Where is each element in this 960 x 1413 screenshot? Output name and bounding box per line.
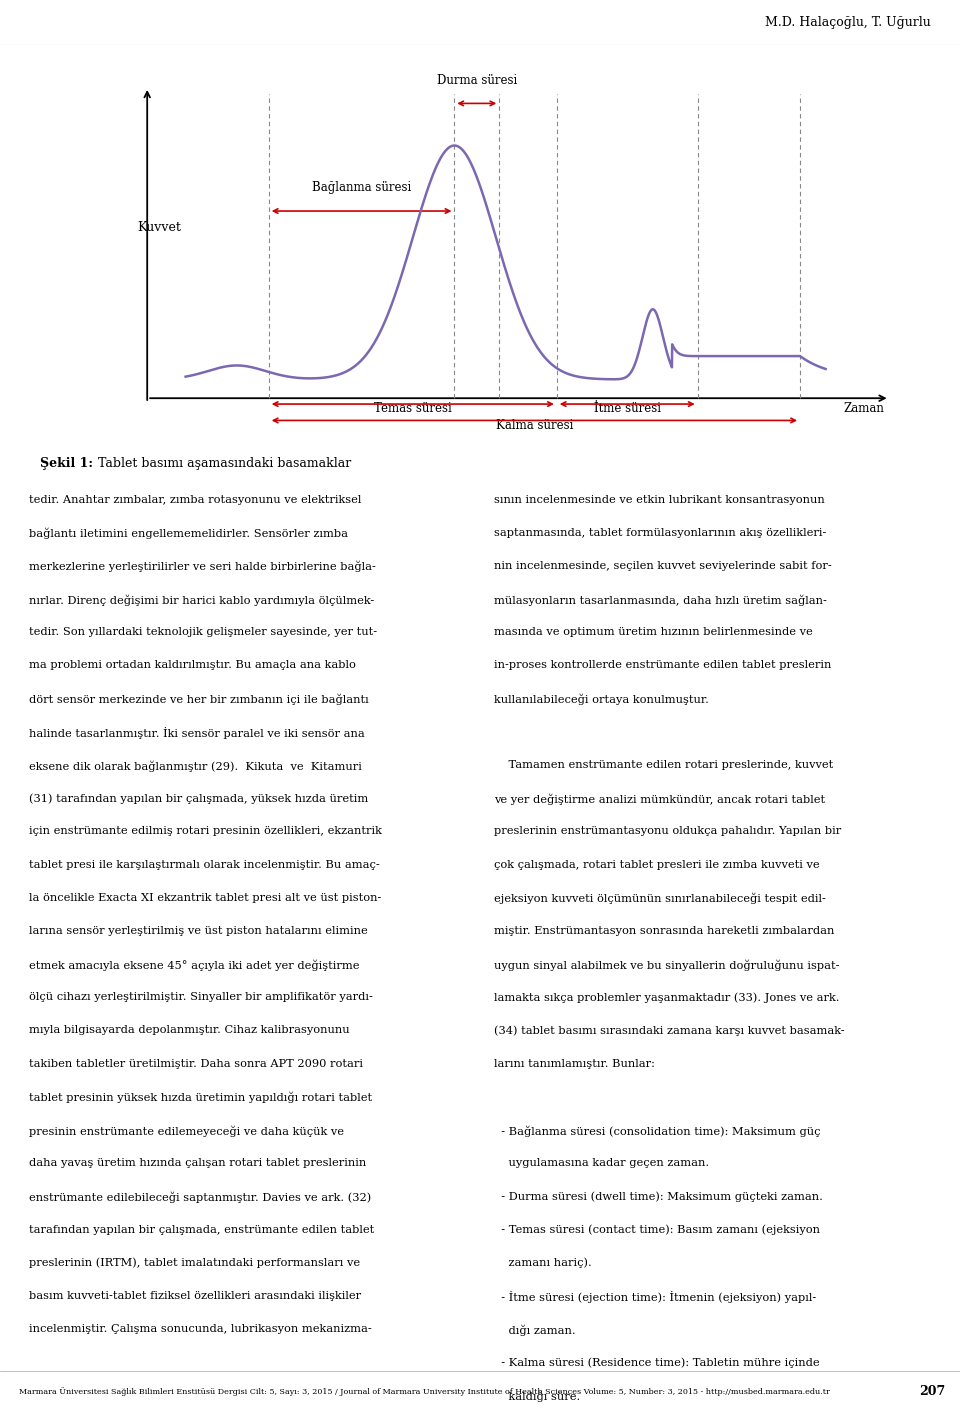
- Text: Şekil 1:: Şekil 1:: [39, 456, 92, 471]
- Text: dört sensör merkezinde ve her bir zımbanın içi ile bağlantı: dört sensör merkezinde ve her bir zımban…: [29, 694, 369, 705]
- Text: - Kalma süresi (Residence time): Tabletin mühre içinde: - Kalma süresi (Residence time): Tableti…: [494, 1358, 820, 1368]
- Text: masında ve optimum üretim hızının belirlenmesinde ve: masında ve optimum üretim hızının belirl…: [494, 627, 813, 637]
- Text: eksene dik olarak bağlanmıştır (29).  Kikuta  ve  Kitamuri: eksene dik olarak bağlanmıştır (29). Kik…: [29, 760, 362, 771]
- Text: daha yavaş üretim hızında çalışan rotari tablet preslerinin: daha yavaş üretim hızında çalışan rotari…: [29, 1159, 366, 1169]
- Text: nırlar. Direnç değişimi bir harici kablo yardımıyla ölçülmek-: nırlar. Direnç değişimi bir harici kablo…: [29, 593, 374, 606]
- Text: dığı zaman.: dığı zaman.: [494, 1324, 576, 1335]
- Text: Kalma süresi: Kalma süresi: [495, 418, 573, 431]
- Text: Tablet basımı aşamasındaki basamaklar: Tablet basımı aşamasındaki basamaklar: [94, 456, 351, 471]
- Text: enstrümante edilebileceği saptanmıştır. Davies ve ark. (32): enstrümante edilebileceği saptanmıştır. …: [29, 1191, 372, 1202]
- Text: larına sensör yerleştirilmiş ve üst piston hatalarını elimine: larına sensör yerleştirilmiş ve üst pist…: [29, 926, 368, 935]
- Text: mıyla bilgisayarda depolanmıştır. Cihaz kalibrasyonunu: mıyla bilgisayarda depolanmıştır. Cihaz …: [29, 1026, 349, 1036]
- Text: tarafından yapılan bir çalışmada, enstrümante edilen tablet: tarafından yapılan bir çalışmada, enstrü…: [29, 1225, 374, 1235]
- Text: - Bağlanma süresi (consolidation time): Maksimum güç: - Bağlanma süresi (consolidation time): …: [494, 1125, 821, 1136]
- Text: uygulamasına kadar geçen zaman.: uygulamasına kadar geçen zaman.: [494, 1159, 709, 1169]
- Text: ejeksiyon kuvveti ölçümünün sınırlanabileceği tespit edil-: ejeksiyon kuvveti ölçümünün sınırlanabil…: [494, 893, 827, 904]
- Text: in-proses kontrollerde enstrümante edilen tablet preslerin: in-proses kontrollerde enstrümante edile…: [494, 660, 831, 671]
- Text: - İtme süresi (ejection time): İtmenin (ejeksiyon) yapıl-: - İtme süresi (ejection time): İtmenin (…: [494, 1291, 817, 1303]
- Text: larını tanımlamıştır. Bunlar:: larını tanımlamıştır. Bunlar:: [494, 1058, 656, 1068]
- Text: Tamamen enstrümante edilen rotari preslerinde, kuvvet: Tamamen enstrümante edilen rotari presle…: [494, 760, 833, 770]
- Text: M.D. Halaçoğlu, T. Uğurlu: M.D. Halaçoğlu, T. Uğurlu: [765, 16, 931, 30]
- Text: preslerinin enstrümantasyonu oldukça pahalıdır. Yapılan bir: preslerinin enstrümantasyonu oldukça pah…: [494, 827, 842, 836]
- Text: Bağlanma süresi: Bağlanma süresi: [312, 181, 411, 194]
- Text: ma problemi ortadan kaldırılmıştır. Bu amaçla ana kablo: ma problemi ortadan kaldırılmıştır. Bu a…: [29, 660, 355, 671]
- Text: Zaman: Zaman: [844, 403, 884, 415]
- Text: çok çalışmada, rotari tablet presleri ile zımba kuvveti ve: çok çalışmada, rotari tablet presleri il…: [494, 859, 820, 869]
- Text: İtme süresi: İtme süresi: [593, 403, 660, 415]
- Text: Marmara Üniversitesi Sağlık Bilimleri Enstitüsü Dergisi Cilt: 5, Sayı: 3, 2015 /: Marmara Üniversitesi Sağlık Bilimleri En…: [19, 1388, 830, 1396]
- Text: etmek amacıyla eksene 45° açıyla iki adet yer değiştirme: etmek amacıyla eksene 45° açıyla iki ade…: [29, 959, 359, 971]
- Text: tedir. Anahtar zımbalar, zımba rotasyonunu ve elektriksel: tedir. Anahtar zımbalar, zımba rotasyonu…: [29, 495, 361, 504]
- Text: Temas süresi: Temas süresi: [374, 403, 451, 415]
- Text: incelenmiştir. Çalışma sonucunda, lubrikasyon mekanizma-: incelenmiştir. Çalışma sonucunda, lubrik…: [29, 1324, 372, 1334]
- Text: Durma süresi: Durma süresi: [437, 73, 516, 86]
- Text: tablet presinin yüksek hızda üretimin yapıldığı rotari tablet: tablet presinin yüksek hızda üretimin ya…: [29, 1092, 372, 1104]
- Text: takiben tabletler üretilmiştir. Daha sonra APT 2090 rotari: takiben tabletler üretilmiştir. Daha son…: [29, 1058, 363, 1068]
- Text: - Durma süresi (dwell time): Maksimum güçteki zaman.: - Durma süresi (dwell time): Maksimum gü…: [494, 1191, 824, 1202]
- Text: sının incelenmesinde ve etkin lubrikant konsantrasyonun: sının incelenmesinde ve etkin lubrikant …: [494, 495, 826, 504]
- Text: zamanı hariç).: zamanı hariç).: [494, 1258, 592, 1269]
- Text: (34) tablet basımı sırasındaki zamana karşı kuvvet basamak-: (34) tablet basımı sırasındaki zamana ka…: [494, 1026, 845, 1036]
- Text: saptanmasında, tablet formülasyonlarının akış özellikleri-: saptanmasında, tablet formülasyonlarının…: [494, 527, 827, 538]
- Text: uygun sinyal alabilmek ve bu sinyallerin doğruluğunu ispat-: uygun sinyal alabilmek ve bu sinyallerin…: [494, 959, 840, 971]
- Text: merkezlerine yerleştirilirler ve seri halde birbirlerine bağla-: merkezlerine yerleştirilirler ve seri ha…: [29, 561, 375, 572]
- Text: için enstrümante edilmiş rotari presinin özellikleri, ekzantrik: için enstrümante edilmiş rotari presinin…: [29, 827, 382, 836]
- Text: - Temas süresi (contact time): Basım zamanı (ejeksiyon: - Temas süresi (contact time): Basım zam…: [494, 1225, 821, 1235]
- Text: ölçü cihazı yerleştirilmiştir. Sinyaller bir amplifikatör yardı-: ölçü cihazı yerleştirilmiştir. Sinyaller…: [29, 992, 372, 1002]
- Text: tablet presi ile karşılaştırmalı olarak incelenmiştir. Bu amaç-: tablet presi ile karşılaştırmalı olarak …: [29, 859, 379, 869]
- Text: mülasyonların tasarlanmasında, daha hızlı üretim sağlan-: mülasyonların tasarlanmasında, daha hızl…: [494, 593, 828, 606]
- Text: tedir. Son yıllardaki teknolojik gelişmeler sayesinde, yer tut-: tedir. Son yıllardaki teknolojik gelişme…: [29, 627, 377, 637]
- Text: presinin enstrümante edilemeyeceği ve daha küçük ve: presinin enstrümante edilemeyeceği ve da…: [29, 1125, 344, 1136]
- Text: preslerinin (IRTM), tablet imalatındaki performansları ve: preslerinin (IRTM), tablet imalatındaki …: [29, 1258, 360, 1269]
- Text: lamakta sıkça problemler yaşanmaktadır (33). Jones ve ark.: lamakta sıkça problemler yaşanmaktadır (…: [494, 992, 840, 1003]
- Text: 207: 207: [920, 1385, 946, 1399]
- Text: (31) tarafından yapılan bir çalışmada, yüksek hızda üretim: (31) tarafından yapılan bir çalışmada, y…: [29, 793, 368, 804]
- Text: ve yer değiştirme analizi mümkündür, ancak rotari tablet: ve yer değiştirme analizi mümkündür, anc…: [494, 793, 826, 805]
- Text: basım kuvveti-tablet fiziksel özellikleri arasındaki ilişkiler: basım kuvveti-tablet fiziksel özellikler…: [29, 1291, 361, 1301]
- Text: Kuvvet: Kuvvet: [137, 220, 181, 235]
- Text: bağlantı iletimini engellememelidirler. Sensörler zımba: bağlantı iletimini engellememelidirler. …: [29, 527, 348, 540]
- Text: kullanılabileceği ortaya konulmuştur.: kullanılabileceği ortaya konulmuştur.: [494, 694, 709, 705]
- Text: halinde tasarlanmıştır. İki sensör paralel ve iki sensör ana: halinde tasarlanmıştır. İki sensör paral…: [29, 726, 365, 739]
- Text: kaldığı süre.: kaldığı süre.: [494, 1390, 581, 1402]
- Text: la öncelikle Exacta XI ekzantrik tablet presi alt ve üst piston-: la öncelikle Exacta XI ekzantrik tablet …: [29, 893, 381, 903]
- Text: miştir. Enstrümantasyon sonrasında hareketli zımbalardan: miştir. Enstrümantasyon sonrasında harek…: [494, 926, 835, 935]
- Text: nin incelenmesinde, seçilen kuvvet seviyelerinde sabit for-: nin incelenmesinde, seçilen kuvvet seviy…: [494, 561, 832, 571]
